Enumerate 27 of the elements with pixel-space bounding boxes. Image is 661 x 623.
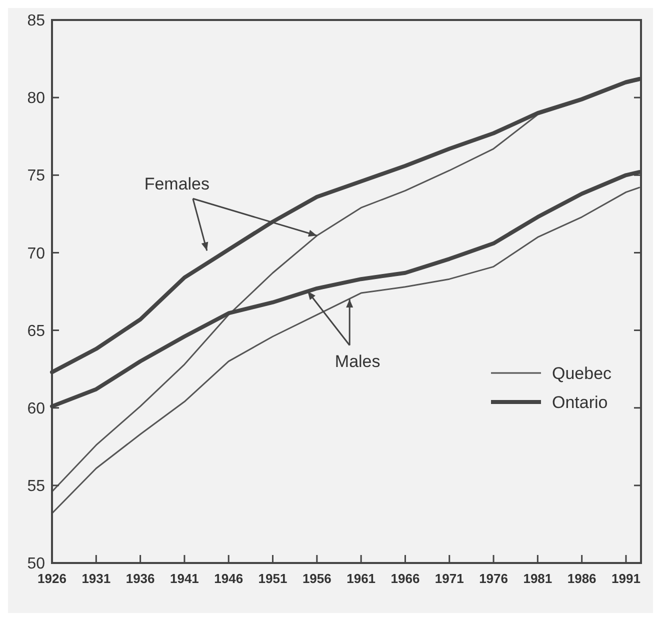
x-tick-label: 1926 [38,571,66,586]
y-tick-label: 70 [27,245,46,262]
y-tick-label: 85 [27,12,46,30]
x-tick-label: 1941 [170,571,199,586]
x-tick-label: 1946 [214,571,244,586]
x-tick-label: 1986 [567,571,596,586]
y-tick-label: 50 [27,556,46,573]
legend-label: Ontario [552,392,608,412]
x-tick-label: 1961 [346,571,376,586]
x-tick-label: 1966 [390,571,420,586]
x-tick-label: 1951 [258,571,288,586]
x-tick-label: 1956 [302,571,332,586]
x-tick-label: 1991 [612,571,640,586]
annotation: Males [334,352,380,372]
y-tick-label: 80 [27,90,46,108]
x-tick-label: 1931 [82,571,111,586]
y-tick-label: 65 [27,322,46,340]
y-tick-label: 60 [27,400,46,418]
annotation: Females [144,174,210,194]
legend-label: Quebec [552,364,612,383]
x-tick-label: 1936 [126,571,155,586]
x-tick-label: 1971 [434,571,464,586]
y-tick-label: 55 [27,478,46,496]
y-tick-label: 75 [27,168,46,185]
line-series [51,80,640,492]
x-tick-label: 1981 [523,571,552,586]
x-tick-label: 1976 [479,571,508,586]
